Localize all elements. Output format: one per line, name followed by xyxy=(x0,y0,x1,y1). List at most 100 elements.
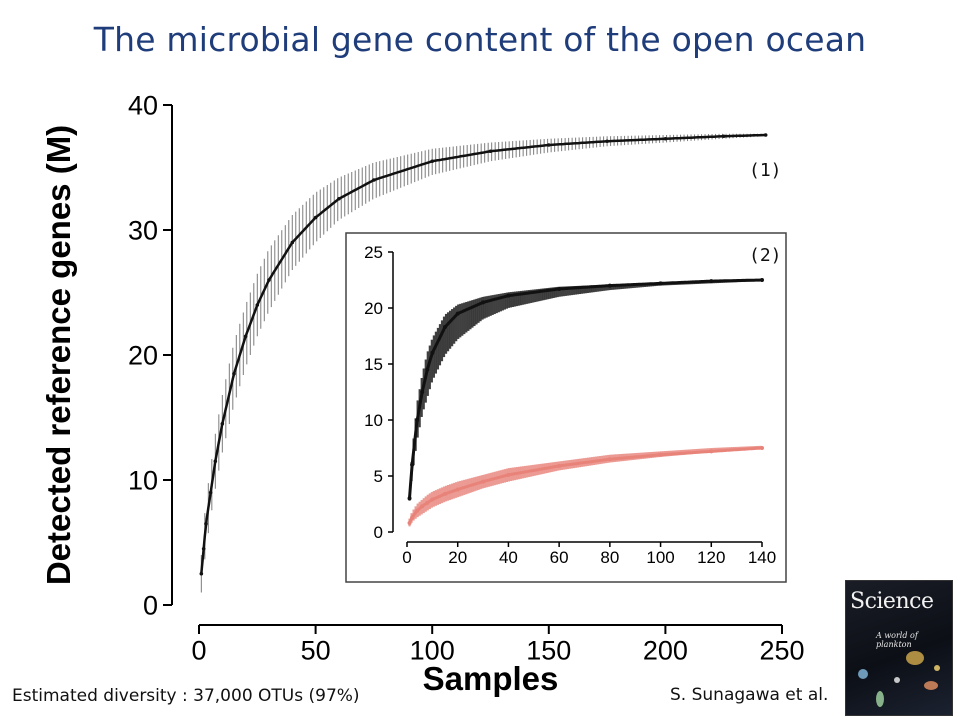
data-point xyxy=(663,136,668,141)
estimated-diversity-note: Estimated diversity : 37,000 OTUs (97%) xyxy=(12,686,360,706)
data-point xyxy=(220,421,225,426)
y-tick-label: 10 xyxy=(128,465,158,495)
x-tick-label: 20 xyxy=(448,548,467,567)
data-point xyxy=(430,159,435,164)
data-point xyxy=(407,521,412,526)
plankton-icon xyxy=(906,651,924,665)
plankton-icon xyxy=(894,677,900,683)
x-tick-label: 100 xyxy=(646,548,674,567)
data-point xyxy=(425,367,430,372)
data-point xyxy=(337,196,341,201)
data-point xyxy=(255,303,260,307)
x-tick-label: 50 xyxy=(301,636,331,666)
data-point xyxy=(204,521,208,526)
data-point xyxy=(658,281,663,286)
mean-curve xyxy=(200,133,765,574)
data-point xyxy=(430,350,435,355)
data-point xyxy=(481,300,486,305)
x-tick-label: 100 xyxy=(410,636,455,666)
data-point xyxy=(420,504,425,509)
data-point xyxy=(415,508,420,513)
series-1 xyxy=(199,133,768,593)
data-point xyxy=(407,496,412,501)
data-point xyxy=(721,134,726,139)
x-tick-label: 150 xyxy=(526,636,571,666)
data-point xyxy=(199,571,204,576)
x-tick-label: 40 xyxy=(499,548,518,567)
y-tick-label: 0 xyxy=(143,590,158,620)
data-point xyxy=(709,449,714,454)
y-tick-label: 15 xyxy=(364,355,383,374)
annotation-1: (1) xyxy=(749,160,782,181)
mean-curve xyxy=(408,446,762,524)
plankton-icon xyxy=(876,691,884,707)
data-point xyxy=(443,491,448,496)
plankton-icon xyxy=(924,681,938,690)
data-point xyxy=(607,283,612,288)
data-point xyxy=(658,452,663,457)
cover-subtitle: A world of plankton xyxy=(876,631,918,649)
data-point xyxy=(763,133,768,137)
data-point xyxy=(506,293,511,298)
data-point xyxy=(455,487,460,492)
x-tick-label: 140 xyxy=(748,548,776,567)
x-tick-label: 0 xyxy=(191,636,206,666)
x-tick-label: 80 xyxy=(600,548,619,567)
cover-masthead: Science xyxy=(850,589,934,614)
y-tick-label: 20 xyxy=(364,299,383,318)
y-axis-label: Detected reference genes (M) xyxy=(40,125,77,585)
data-point xyxy=(313,215,318,220)
data-point xyxy=(760,278,764,282)
series-1 xyxy=(407,278,764,501)
data-point xyxy=(243,334,248,339)
data-point xyxy=(410,462,415,467)
data-point xyxy=(415,418,420,422)
data-point xyxy=(425,500,430,505)
slide-title: The microbial gene content of the open o… xyxy=(93,20,867,59)
x-tick-label: 60 xyxy=(550,548,569,567)
data-point xyxy=(455,311,460,316)
inset-chart: 0 5 10 15 20 25 0 20 40 60 80 100 120 140 xyxy=(345,232,787,583)
y-tick-label: 40 xyxy=(128,90,158,120)
y-tick-label: 30 xyxy=(128,215,158,245)
plankton-icon xyxy=(858,669,868,679)
x-tick-label: 0 xyxy=(402,548,411,567)
y-tick-label: 10 xyxy=(364,411,383,430)
y-tick-label: 5 xyxy=(374,467,383,486)
data-point xyxy=(481,479,486,484)
data-point xyxy=(290,240,295,245)
x-tick-label: 120 xyxy=(697,548,725,567)
data-point xyxy=(605,139,609,144)
series-2 xyxy=(407,445,764,527)
data-point xyxy=(232,371,236,376)
x-axis-label: Samples xyxy=(423,660,559,697)
data-point xyxy=(607,457,612,462)
data-point xyxy=(267,278,271,282)
data-point xyxy=(557,463,562,468)
mean-curve xyxy=(408,278,762,499)
inset-frame xyxy=(345,232,787,583)
citation: S. Sunagawa et al. xyxy=(670,685,829,705)
data-point xyxy=(547,143,551,147)
data-point xyxy=(506,472,511,477)
data-point xyxy=(709,279,714,284)
y-tick-label: 0 xyxy=(374,523,383,542)
data-point xyxy=(208,490,213,495)
y-tick-label: 20 xyxy=(128,340,158,370)
data-point xyxy=(213,459,218,464)
data-point xyxy=(420,390,425,394)
science-journal-cover-image: Science A world of plankton xyxy=(845,580,953,716)
data-point xyxy=(760,446,764,450)
annotation-2: (2) xyxy=(749,245,782,266)
plankton-icon xyxy=(934,665,940,671)
data-point xyxy=(557,286,562,291)
data-point xyxy=(443,325,448,330)
x-tick-label: 200 xyxy=(643,636,688,666)
data-point xyxy=(410,515,415,520)
data-point xyxy=(201,546,206,551)
data-point xyxy=(372,178,376,182)
y-tick-label: 25 xyxy=(364,243,383,262)
x-tick-label: 250 xyxy=(759,636,804,666)
data-point xyxy=(430,497,435,502)
